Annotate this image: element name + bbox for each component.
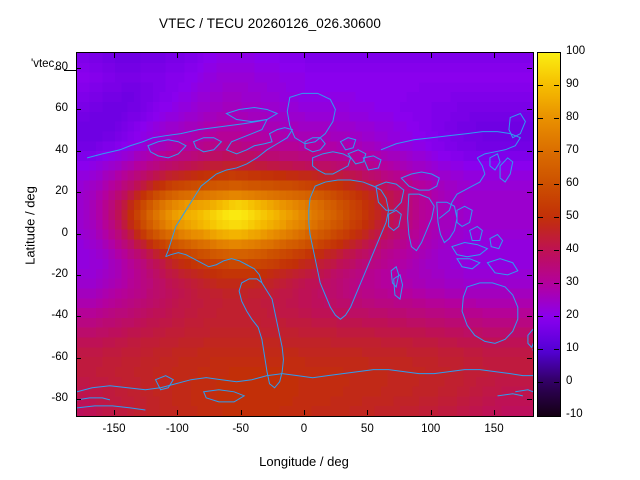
colorbar-tick-mark-right	[554, 118, 559, 119]
y-tick-mark	[76, 67, 81, 69]
x-tick-mark	[430, 410, 432, 415]
x-tick-mark	[304, 410, 305, 415]
x-tick-mark-top	[430, 53, 432, 58]
y-tick-mark	[76, 109, 81, 111]
colorbar-tick-label: 90	[566, 78, 579, 90]
colorbar-tick-label: 20	[566, 309, 579, 321]
heatmap-plot-area[interactable]	[76, 52, 534, 417]
y-tick-label: -40	[51, 309, 68, 322]
x-tick-label: -100	[165, 423, 189, 435]
colorbar-tick-label: 60	[566, 177, 579, 189]
colorbar-tick-mark-right	[554, 382, 559, 383]
x-tick-mark-top	[240, 53, 242, 58]
y-tick-mark	[76, 233, 81, 235]
y-tick-mark-right	[527, 274, 532, 276]
y-tick-mark-right	[527, 150, 532, 152]
colorbar-tick-mark-left	[538, 283, 543, 284]
y-tick-mark-right	[527, 316, 532, 318]
plot-key-artifact: 'vtec_	[31, 58, 61, 70]
plot-key-line	[64, 70, 76, 71]
x-tick-mark-top	[304, 53, 305, 58]
x-tick-label: -150	[102, 423, 126, 435]
y-tick-label: 80	[55, 60, 68, 73]
y-tick-mark	[76, 316, 81, 318]
x-tick-mark	[240, 410, 242, 415]
x-tick-mark	[367, 410, 369, 415]
colorbar	[537, 52, 561, 417]
colorbar-tick-mark-left	[538, 349, 543, 350]
vtec-heatmap	[77, 53, 533, 416]
y-tick-mark-right	[527, 109, 532, 111]
y-tick-mark-right	[527, 192, 532, 193]
colorbar-tick-mark-right	[554, 349, 559, 350]
x-tick-label: 100	[421, 423, 441, 435]
colorbar-tick-mark-right	[554, 316, 559, 317]
colorbar-tick-mark-left	[538, 118, 543, 119]
x-tick-label: 50	[360, 423, 374, 435]
x-tick-mark-top	[177, 53, 179, 58]
colorbar-tick-mark-right	[554, 283, 559, 284]
y-tick-mark	[76, 399, 81, 401]
x-tick-mark-top	[494, 53, 495, 58]
y-tick-label: 60	[55, 102, 68, 115]
colorbar-tick-mark-right	[554, 85, 559, 86]
y-tick-label: -60	[51, 350, 68, 363]
colorbar-tick-label: 40	[566, 243, 579, 255]
x-tick-mark	[114, 410, 115, 415]
colorbar-tick-label: 50	[566, 210, 579, 222]
x-tick-label: 150	[484, 423, 504, 435]
y-tick-label: 20	[55, 185, 68, 197]
y-tick-label: -20	[51, 267, 68, 280]
colorbar-tick-label: -10	[566, 408, 583, 420]
colorbar-tick-mark-left	[538, 316, 543, 317]
y-axis-label: Latitude / deg	[22, 186, 38, 265]
coastlines	[77, 93, 533, 410]
y-tick-mark	[76, 357, 81, 359]
coastline-overlay	[77, 53, 533, 416]
y-tick-mark-right	[527, 233, 532, 235]
page-title: VTEC / TECU 20260126_026.30600	[159, 16, 381, 31]
colorbar-tick-mark-left	[538, 85, 543, 86]
colorbar-tick-mark-right	[554, 151, 559, 152]
colorbar-tick-label: 80	[566, 111, 579, 123]
y-tick-mark-right	[527, 399, 532, 401]
x-tick-mark	[177, 410, 179, 415]
colorbar-tick-mark-left	[538, 250, 543, 251]
y-tick-mark-right	[527, 67, 532, 69]
colorbar-tick-mark-left	[538, 217, 543, 218]
x-tick-label: -50	[232, 423, 249, 435]
colorbar-tick-label: 70	[566, 144, 579, 156]
y-tick-mark	[76, 150, 81, 152]
colorbar-tick-mark-left	[538, 151, 543, 152]
x-tick-mark	[494, 410, 495, 415]
y-tick-label: 40	[55, 143, 68, 156]
y-tick-label: -80	[51, 392, 68, 405]
colorbar-tick-mark-left	[538, 382, 543, 383]
x-axis-label: Longitude / deg	[259, 454, 349, 469]
colorbar-tick-label: 10	[566, 342, 579, 354]
x-tick-mark-top	[367, 53, 369, 58]
colorbar-tick-mark-right	[554, 184, 559, 185]
colorbar-tick-mark-left	[538, 184, 543, 185]
y-tick-mark-right	[527, 357, 532, 359]
colorbar-tick-label: 30	[566, 276, 579, 288]
colorbar-gradient	[538, 53, 560, 416]
colorbar-tick-mark-right	[554, 217, 559, 218]
x-tick-mark-top	[114, 53, 115, 58]
y-tick-mark	[76, 274, 81, 276]
colorbar-tick-mark-right	[554, 250, 559, 251]
colorbar-tick-label: 100	[566, 45, 586, 57]
colorbar-tick-label: 0	[566, 375, 573, 387]
y-tick-mark	[76, 192, 81, 193]
y-tick-label: 0	[61, 226, 68, 239]
x-tick-label: 0	[300, 423, 308, 435]
